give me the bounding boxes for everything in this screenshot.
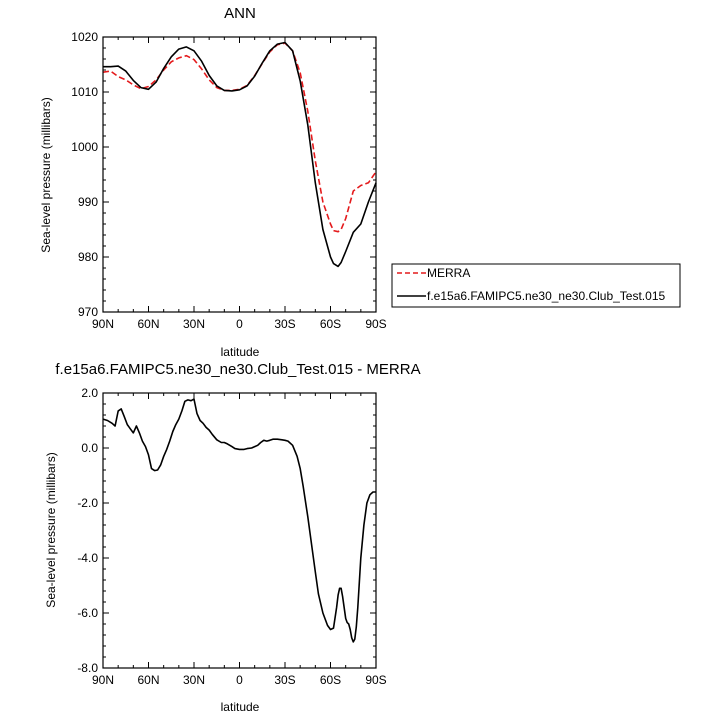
y-tick-label: -4.0 bbox=[77, 551, 98, 565]
top-series-lines bbox=[102, 41, 377, 268]
x-tick-label: 90N bbox=[92, 317, 114, 331]
y-tick-label: 1010 bbox=[71, 85, 98, 99]
y-tick-label: 980 bbox=[78, 250, 98, 264]
bottom-series-lines bbox=[102, 398, 376, 643]
y-tick-label: 990 bbox=[78, 195, 98, 209]
difference-series-line bbox=[102, 398, 376, 643]
y-tick-label: 1020 bbox=[71, 30, 98, 44]
y-tick-label: 0.0 bbox=[81, 441, 98, 455]
x-tick-label: 90S bbox=[365, 317, 386, 331]
x-tick-label: 30N bbox=[183, 317, 205, 331]
bottom-y-axis-label: Sea-level pressure (millibars) bbox=[44, 452, 58, 607]
y-tick-label: -2.0 bbox=[77, 496, 98, 510]
top-y-axis-label: Sea-level pressure (millibars) bbox=[39, 97, 53, 252]
x-tick-label: 30N bbox=[183, 673, 205, 687]
top-plot-frame bbox=[102, 36, 377, 313]
y-tick-label: 2.0 bbox=[81, 386, 98, 400]
y-tick-label: 970 bbox=[78, 305, 98, 319]
y-tick-label: -8.0 bbox=[77, 661, 98, 675]
x-tick-label: 0 bbox=[236, 317, 243, 331]
x-tick-label: 60S bbox=[320, 317, 341, 331]
legend: MERRA f.e15a6.FAMIPC5.ne30_ne30.Club_Tes… bbox=[391, 263, 681, 308]
x-tick-label: 60S bbox=[320, 673, 341, 687]
x-tick-label: 60N bbox=[137, 317, 159, 331]
bottom-axis-ticks: 90N 60N 30N 0 30S 60S 90S -8.0 -6.0 -4.0 -2.0 0.0 2.… bbox=[77, 386, 386, 687]
x-tick-label: 0 bbox=[236, 673, 243, 687]
bottom-panel: f.e15a6.FAMIPC5.ne30_ne30.Club_Test.015 … bbox=[44, 361, 421, 714]
bottom-panel-title: f.e15a6.FAMIPC5.ne30_ne30.Club_Test.015 … bbox=[55, 361, 420, 378]
y-tick-label: 1000 bbox=[71, 140, 98, 154]
bottom-plot-frame bbox=[102, 392, 377, 669]
top-axis-ticks: 90N 60N 30N 0 30S 60S 90S 970 980 990 1000 1010 1020 bbox=[71, 30, 386, 331]
y-tick-label: -6.0 bbox=[77, 606, 98, 620]
top-panel: ANN latitude Sea-level pressure (milliba… bbox=[39, 5, 387, 359]
bottom-x-axis-label: latitude bbox=[221, 700, 260, 714]
top-panel-title: ANN bbox=[224, 5, 256, 22]
f-e15a6-famipc5-ne30-ne30-club-test-015-series-line bbox=[103, 41, 377, 268]
x-tick-label: 60N bbox=[137, 673, 159, 687]
x-tick-label: 90S bbox=[365, 673, 386, 687]
top-x-axis-label: latitude bbox=[221, 345, 260, 359]
x-tick-label: 90N bbox=[92, 673, 114, 687]
merra-series-line bbox=[102, 42, 377, 233]
legend-box bbox=[391, 263, 681, 308]
x-tick-label: 30S bbox=[274, 673, 295, 687]
legend-merra-label: MERRA bbox=[427, 266, 470, 280]
legend-model-label: f.e15a6.FAMIPC5.ne30_ne30.Club_Test.015 bbox=[427, 289, 665, 303]
x-tick-label: 30S bbox=[274, 317, 295, 331]
